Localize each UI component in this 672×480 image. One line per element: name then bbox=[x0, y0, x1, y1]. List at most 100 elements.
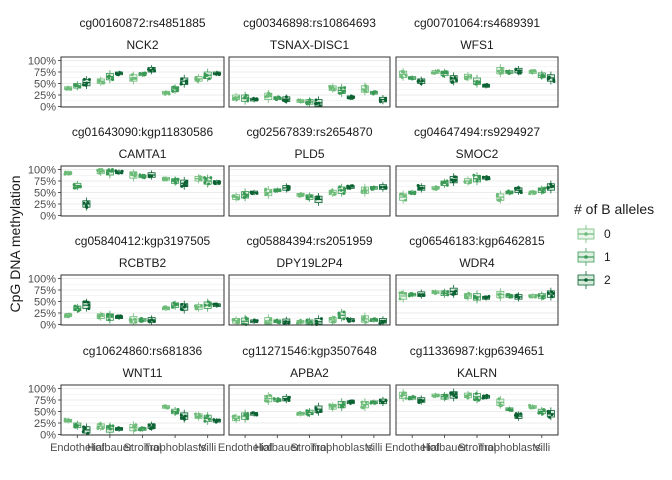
x-tick-label: Hofbauer bbox=[422, 442, 468, 454]
data-point bbox=[540, 412, 544, 416]
x-tick-label: Endothelial bbox=[50, 442, 104, 454]
data-point bbox=[66, 418, 70, 422]
data-point bbox=[233, 96, 237, 100]
data-point bbox=[550, 413, 554, 417]
data-point bbox=[363, 404, 367, 408]
data-point bbox=[69, 170, 73, 174]
data-point bbox=[217, 179, 221, 183]
data-point bbox=[255, 319, 259, 323]
data-point bbox=[363, 186, 367, 190]
data-point bbox=[151, 423, 155, 427]
data-point bbox=[302, 411, 306, 415]
y-tick-label: 50% bbox=[34, 407, 56, 419]
x-tick-label: Trophoblasts bbox=[310, 442, 374, 454]
data-point bbox=[180, 308, 184, 312]
data-point bbox=[445, 71, 449, 75]
data-point bbox=[364, 320, 368, 324]
y-tick-label: 0% bbox=[40, 211, 56, 223]
x-tick-label: Hofbauer bbox=[87, 442, 133, 454]
legend: # of B alleles 0 1 2 bbox=[574, 201, 654, 289]
facet-strip-gene: KALRN bbox=[457, 366, 497, 380]
data-point bbox=[329, 404, 333, 408]
data-point bbox=[538, 187, 542, 191]
data-point bbox=[547, 75, 551, 79]
data-point bbox=[417, 293, 421, 297]
data-point bbox=[304, 101, 308, 105]
data-point bbox=[138, 72, 142, 76]
data-point bbox=[449, 391, 453, 395]
data-point bbox=[246, 97, 250, 101]
data-point bbox=[369, 319, 373, 323]
data-point bbox=[287, 185, 291, 189]
data-point bbox=[305, 194, 309, 198]
data-point bbox=[517, 186, 521, 190]
data-point bbox=[349, 94, 353, 98]
data-point bbox=[278, 188, 282, 192]
data-point bbox=[151, 67, 155, 71]
data-point bbox=[403, 194, 407, 198]
data-point bbox=[194, 412, 198, 416]
panel-border bbox=[395, 274, 559, 326]
data-point bbox=[182, 305, 186, 309]
data-point bbox=[180, 77, 184, 81]
data-point bbox=[378, 399, 382, 403]
data-point bbox=[174, 411, 178, 415]
data-point bbox=[474, 82, 478, 86]
data-point bbox=[150, 174, 154, 178]
data-point bbox=[532, 406, 536, 410]
data-point bbox=[87, 307, 91, 311]
data-point bbox=[115, 314, 119, 318]
data-point bbox=[404, 396, 408, 400]
data-point bbox=[138, 319, 142, 323]
data-point bbox=[467, 292, 471, 296]
data-point bbox=[475, 179, 479, 183]
data-point bbox=[268, 93, 272, 97]
data-point bbox=[273, 96, 277, 100]
data-point bbox=[179, 82, 183, 86]
facet-strip-gene: NCK2 bbox=[126, 38, 158, 52]
data-point bbox=[400, 192, 404, 196]
y-tick-label: 50% bbox=[34, 79, 56, 91]
facet-panel: cg11271546:kgp3507648 APBA2 EndothelialHof… bbox=[218, 344, 391, 454]
data-point bbox=[347, 96, 351, 100]
y-tick-label: 0% bbox=[40, 430, 56, 442]
facet-panel: cg00701064:rs4689391 WFS1 bbox=[395, 16, 559, 108]
data-point bbox=[206, 300, 210, 304]
data-point bbox=[86, 300, 90, 304]
data-point bbox=[454, 395, 458, 399]
legend-entry: 1 bbox=[577, 248, 611, 266]
data-point bbox=[433, 291, 437, 295]
data-point bbox=[417, 400, 421, 404]
facet-strip-cpg: cg00160872:rs4851885 bbox=[79, 16, 205, 30]
data-point bbox=[237, 416, 241, 420]
data-point bbox=[107, 318, 111, 322]
data-point bbox=[86, 201, 90, 205]
facet-strip-gene: TSNAX-DISC1 bbox=[270, 38, 350, 52]
y-tick-label: 100% bbox=[28, 384, 56, 396]
facet-strip-cpg: cg00346898:rs10864693 bbox=[243, 16, 376, 30]
data-point bbox=[337, 311, 341, 315]
data-point bbox=[79, 185, 83, 189]
data-point bbox=[108, 427, 112, 431]
data-point bbox=[509, 293, 513, 297]
data-point bbox=[268, 394, 272, 398]
data-point bbox=[507, 189, 511, 193]
data-point bbox=[404, 198, 408, 202]
y-tick-label: 25% bbox=[34, 199, 56, 211]
data-point bbox=[487, 177, 491, 181]
data-point bbox=[66, 86, 70, 90]
facet-strip-gene: WDR4 bbox=[459, 256, 495, 270]
data-point bbox=[116, 426, 120, 430]
data-point bbox=[364, 400, 368, 404]
data-point bbox=[106, 172, 110, 176]
data-point bbox=[76, 305, 80, 309]
data-point bbox=[86, 431, 90, 435]
data-point bbox=[441, 74, 445, 78]
data-point bbox=[166, 91, 170, 95]
data-point bbox=[487, 294, 491, 298]
data-point bbox=[500, 71, 504, 75]
data-point bbox=[138, 173, 142, 177]
facet-strip-cpg: cg11336987:kgp6394651 bbox=[410, 344, 545, 358]
data-point bbox=[317, 196, 321, 200]
